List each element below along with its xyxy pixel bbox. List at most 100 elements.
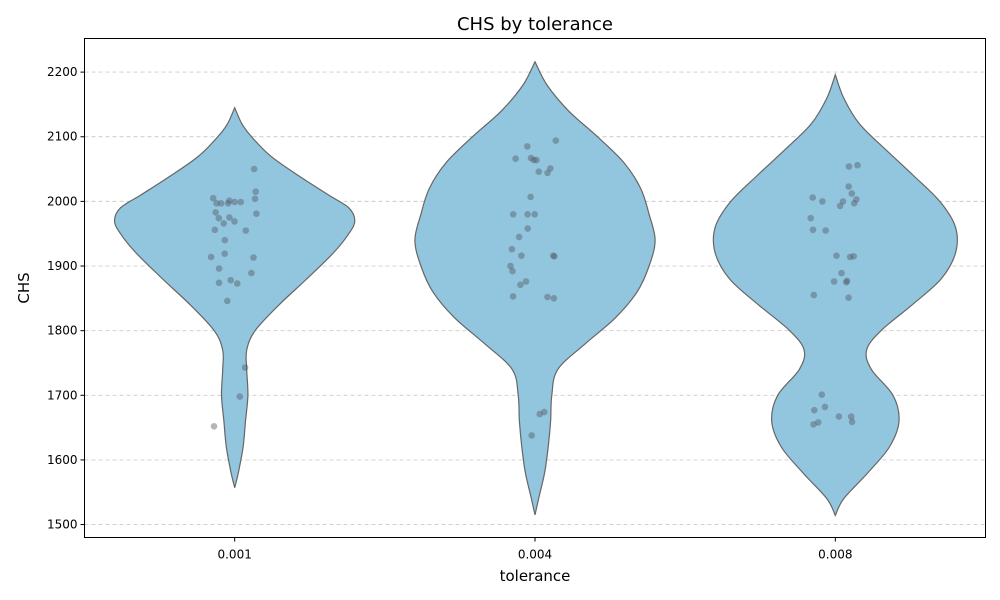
data-point: [848, 418, 856, 426]
data-point: [552, 137, 560, 144]
data-point: [248, 269, 255, 277]
data-point: [547, 165, 554, 172]
data-point: [530, 156, 538, 164]
data-point: [524, 225, 531, 232]
data-point: [209, 194, 217, 202]
data-point: [236, 393, 244, 400]
data-point: [517, 281, 524, 289]
data-point: [234, 280, 241, 287]
data-point: [854, 161, 861, 169]
data-point: [549, 252, 557, 259]
y-tick-label: 1500: [47, 518, 78, 532]
data-point: [843, 277, 851, 285]
y-axis-label: CHS: [15, 272, 33, 303]
data-point: [512, 155, 519, 162]
data-point: [231, 218, 238, 225]
data-point: [535, 168, 543, 175]
y-axis: 1500 1600 1700 1800 1900 2000 2100 2200: [47, 65, 85, 532]
data-point: [217, 200, 225, 207]
data-point: [843, 278, 850, 286]
y-tick-label: 1800: [47, 324, 78, 338]
data-point: [527, 154, 535, 162]
data-point: [531, 211, 538, 218]
data-point: [853, 196, 860, 203]
data-point: [509, 293, 517, 300]
data-point: [544, 169, 551, 177]
data-point: [250, 165, 258, 173]
data-point: [850, 200, 858, 207]
data-point: [215, 265, 223, 272]
data-point: [213, 200, 220, 207]
data-point: [509, 211, 517, 218]
data-point: [241, 364, 249, 371]
y-tick-label: 2100: [47, 130, 78, 144]
data-point: [551, 252, 558, 260]
data-point: [838, 269, 845, 277]
violin-layer: [113, 60, 958, 517]
data-point: [845, 163, 853, 170]
x-axis: 0.001 0.004 0.008: [217, 537, 853, 562]
data-point: [527, 193, 534, 201]
data-point: [250, 254, 257, 261]
data-point: [536, 410, 543, 418]
x-tick-label: 0.001: [217, 548, 251, 562]
data-point: [242, 227, 250, 234]
data-point: [509, 267, 516, 275]
data-point: [822, 227, 829, 234]
data-point: [848, 190, 856, 197]
data-point: [550, 295, 558, 302]
data-point: [508, 245, 516, 253]
data-point: [210, 423, 218, 430]
data-point: [819, 198, 826, 205]
x-tick-label: 0.008: [818, 548, 852, 562]
x-axis-label: tolerance: [500, 567, 571, 585]
data-point: [811, 406, 818, 414]
data-point: [807, 214, 814, 222]
data-point: [215, 279, 223, 287]
data-point: [226, 197, 233, 204]
data-point: [207, 253, 215, 261]
violin-0.001: [113, 106, 356, 488]
data-point: [809, 194, 816, 201]
data-point: [522, 278, 530, 285]
violin-0.008: [712, 72, 958, 517]
y-tick-label: 1600: [47, 453, 78, 467]
data-point: [220, 220, 227, 227]
x-tick-label: 0.004: [518, 548, 552, 562]
data-point: [847, 413, 855, 420]
data-point: [515, 233, 523, 241]
chart-title: CHS by tolerance: [457, 14, 613, 35]
data-point: [253, 210, 260, 217]
data-point: [839, 198, 847, 205]
data-point: [524, 143, 531, 150]
data-point: [810, 291, 818, 299]
data-point: [850, 252, 857, 260]
data-point: [845, 294, 852, 302]
points-layer: [207, 137, 861, 439]
y-tick-label: 1900: [47, 259, 78, 273]
data-point: [251, 195, 259, 203]
data-point: [541, 408, 548, 416]
data-point: [835, 413, 843, 420]
data-point: [507, 262, 514, 270]
data-point: [518, 252, 525, 259]
data-point: [231, 198, 238, 206]
data-point: [845, 183, 852, 190]
data-point: [830, 278, 838, 285]
y-tick-label: 2200: [47, 65, 78, 79]
data-point: [224, 297, 231, 305]
data-point: [815, 419, 822, 426]
data-point: [809, 226, 817, 234]
data-point: [221, 250, 228, 257]
data-point: [818, 391, 826, 399]
data-point: [528, 432, 535, 439]
y-tick-label: 2000: [47, 194, 78, 208]
data-point: [544, 293, 551, 301]
data-point: [846, 253, 854, 261]
data-point: [221, 236, 229, 244]
data-point: [215, 214, 223, 222]
data-point: [211, 226, 219, 234]
data-point: [227, 276, 234, 284]
data-point: [833, 252, 840, 259]
